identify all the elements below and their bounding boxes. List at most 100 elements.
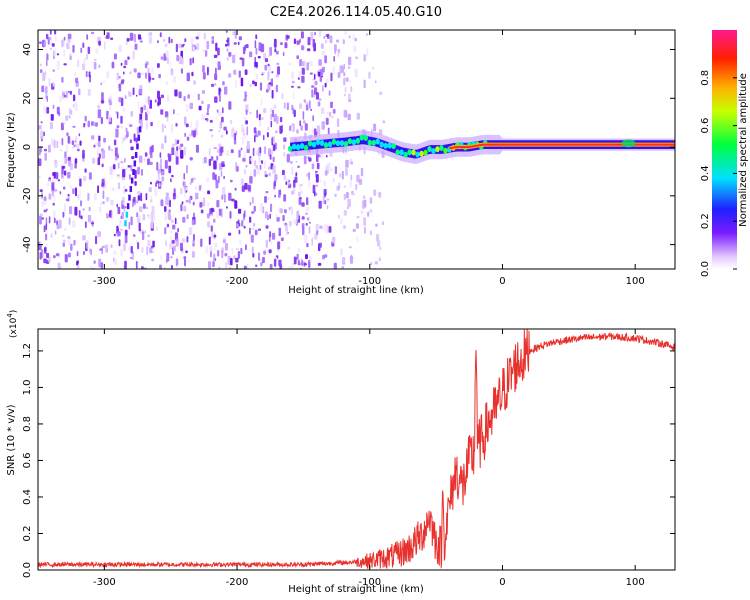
noise-cell bbox=[128, 91, 130, 95]
noise-cell bbox=[157, 63, 160, 68]
noise-cell bbox=[202, 90, 205, 94]
noise-cell bbox=[311, 129, 314, 135]
noise-cell bbox=[285, 223, 288, 232]
ridge-blob bbox=[411, 149, 416, 156]
noise-cell bbox=[360, 167, 364, 177]
x-tick-label: 100 bbox=[626, 577, 645, 588]
noise-cell bbox=[215, 211, 220, 219]
noise-cell bbox=[291, 80, 295, 84]
colorbar-tick-label: 0.2 bbox=[700, 213, 711, 229]
noise-cell bbox=[180, 68, 183, 74]
noise-cell bbox=[172, 143, 175, 147]
noise-cell bbox=[197, 93, 200, 101]
noise-cell bbox=[97, 109, 102, 119]
noise-cell bbox=[288, 220, 292, 227]
noise-cell bbox=[185, 103, 189, 112]
noise-cell bbox=[258, 154, 261, 163]
noise-cell bbox=[251, 211, 255, 214]
noise-cell bbox=[183, 173, 186, 180]
noise-cell bbox=[333, 262, 337, 269]
noise-cell bbox=[301, 216, 305, 220]
noise-streak-cell bbox=[133, 160, 137, 167]
noise-cell bbox=[225, 30, 228, 33]
noise-cell bbox=[242, 128, 245, 136]
noise-cell bbox=[46, 253, 50, 258]
noise-cell bbox=[52, 202, 55, 206]
noise-cell bbox=[273, 113, 277, 122]
noise-cell bbox=[53, 48, 56, 57]
noise-cell bbox=[118, 224, 121, 229]
ridge-blob bbox=[379, 141, 384, 148]
noise-cell bbox=[39, 175, 41, 179]
noise-cell bbox=[135, 137, 138, 143]
noise-cell bbox=[311, 85, 315, 88]
noise-cell bbox=[332, 236, 336, 244]
noise-cell bbox=[292, 91, 295, 100]
noise-cell bbox=[164, 240, 167, 247]
noise-cell bbox=[100, 82, 103, 86]
noise-cell bbox=[243, 151, 246, 158]
noise-cell bbox=[119, 220, 123, 225]
noise-cell bbox=[132, 50, 135, 60]
noise-cell bbox=[165, 258, 168, 264]
noise-cell bbox=[267, 65, 271, 74]
noise-cell bbox=[124, 235, 128, 244]
noise-cell bbox=[87, 193, 90, 201]
noise-cell bbox=[175, 43, 178, 53]
noise-cell bbox=[215, 174, 217, 181]
noise-cell bbox=[218, 266, 221, 269]
noise-cell bbox=[193, 46, 195, 51]
noise-cell bbox=[324, 82, 327, 88]
noise-cell bbox=[38, 158, 42, 166]
noise-cell bbox=[249, 227, 251, 235]
noise-cell bbox=[82, 63, 86, 71]
noise-cell bbox=[256, 109, 259, 119]
noise-cell bbox=[168, 209, 171, 212]
ridge-blob bbox=[351, 139, 357, 146]
noise-cell bbox=[74, 102, 78, 111]
noise-cell bbox=[337, 48, 341, 54]
noise-cell bbox=[151, 219, 154, 229]
noise-cell bbox=[195, 144, 199, 153]
noise-cell bbox=[349, 256, 354, 264]
noise-cell bbox=[272, 136, 275, 144]
noise-cell bbox=[174, 217, 177, 225]
noise-cell bbox=[63, 203, 66, 212]
noise-cell bbox=[309, 72, 313, 75]
noise-cell bbox=[207, 66, 209, 76]
noise-cell bbox=[306, 197, 309, 206]
noise-cell bbox=[283, 144, 286, 150]
noise-cell bbox=[363, 217, 366, 226]
noise-cell bbox=[311, 163, 315, 170]
noise-cell bbox=[312, 78, 314, 81]
noise-cell bbox=[105, 196, 110, 202]
noise-cell bbox=[164, 125, 167, 128]
noise-cell bbox=[260, 117, 264, 120]
noise-cell bbox=[222, 107, 224, 114]
noise-cell bbox=[133, 68, 137, 73]
noise-cell bbox=[98, 135, 101, 142]
noise-cell bbox=[326, 111, 329, 116]
noise-cell bbox=[130, 257, 133, 260]
x-tick-label: -100 bbox=[358, 276, 381, 287]
noise-cell bbox=[202, 49, 206, 53]
noise-cell bbox=[120, 125, 124, 129]
noise-cell bbox=[224, 243, 228, 251]
noise-cell bbox=[328, 111, 332, 117]
noise-cell bbox=[315, 170, 318, 173]
noise-cell bbox=[262, 257, 265, 264]
noise-cell bbox=[301, 223, 305, 230]
noise-cell bbox=[125, 41, 128, 45]
noise-cell bbox=[94, 58, 97, 61]
noise-cell bbox=[328, 90, 331, 96]
noise-cell bbox=[111, 187, 115, 192]
noise-cell bbox=[259, 258, 262, 263]
noise-cell bbox=[114, 147, 118, 157]
noise-cell bbox=[220, 148, 224, 153]
y-tick-label: -20 bbox=[22, 188, 33, 204]
noise-cell bbox=[100, 201, 103, 206]
noise-cell bbox=[305, 212, 308, 215]
noise-cell bbox=[77, 60, 80, 68]
noise-cell bbox=[249, 201, 252, 206]
noise-cell bbox=[73, 94, 76, 102]
